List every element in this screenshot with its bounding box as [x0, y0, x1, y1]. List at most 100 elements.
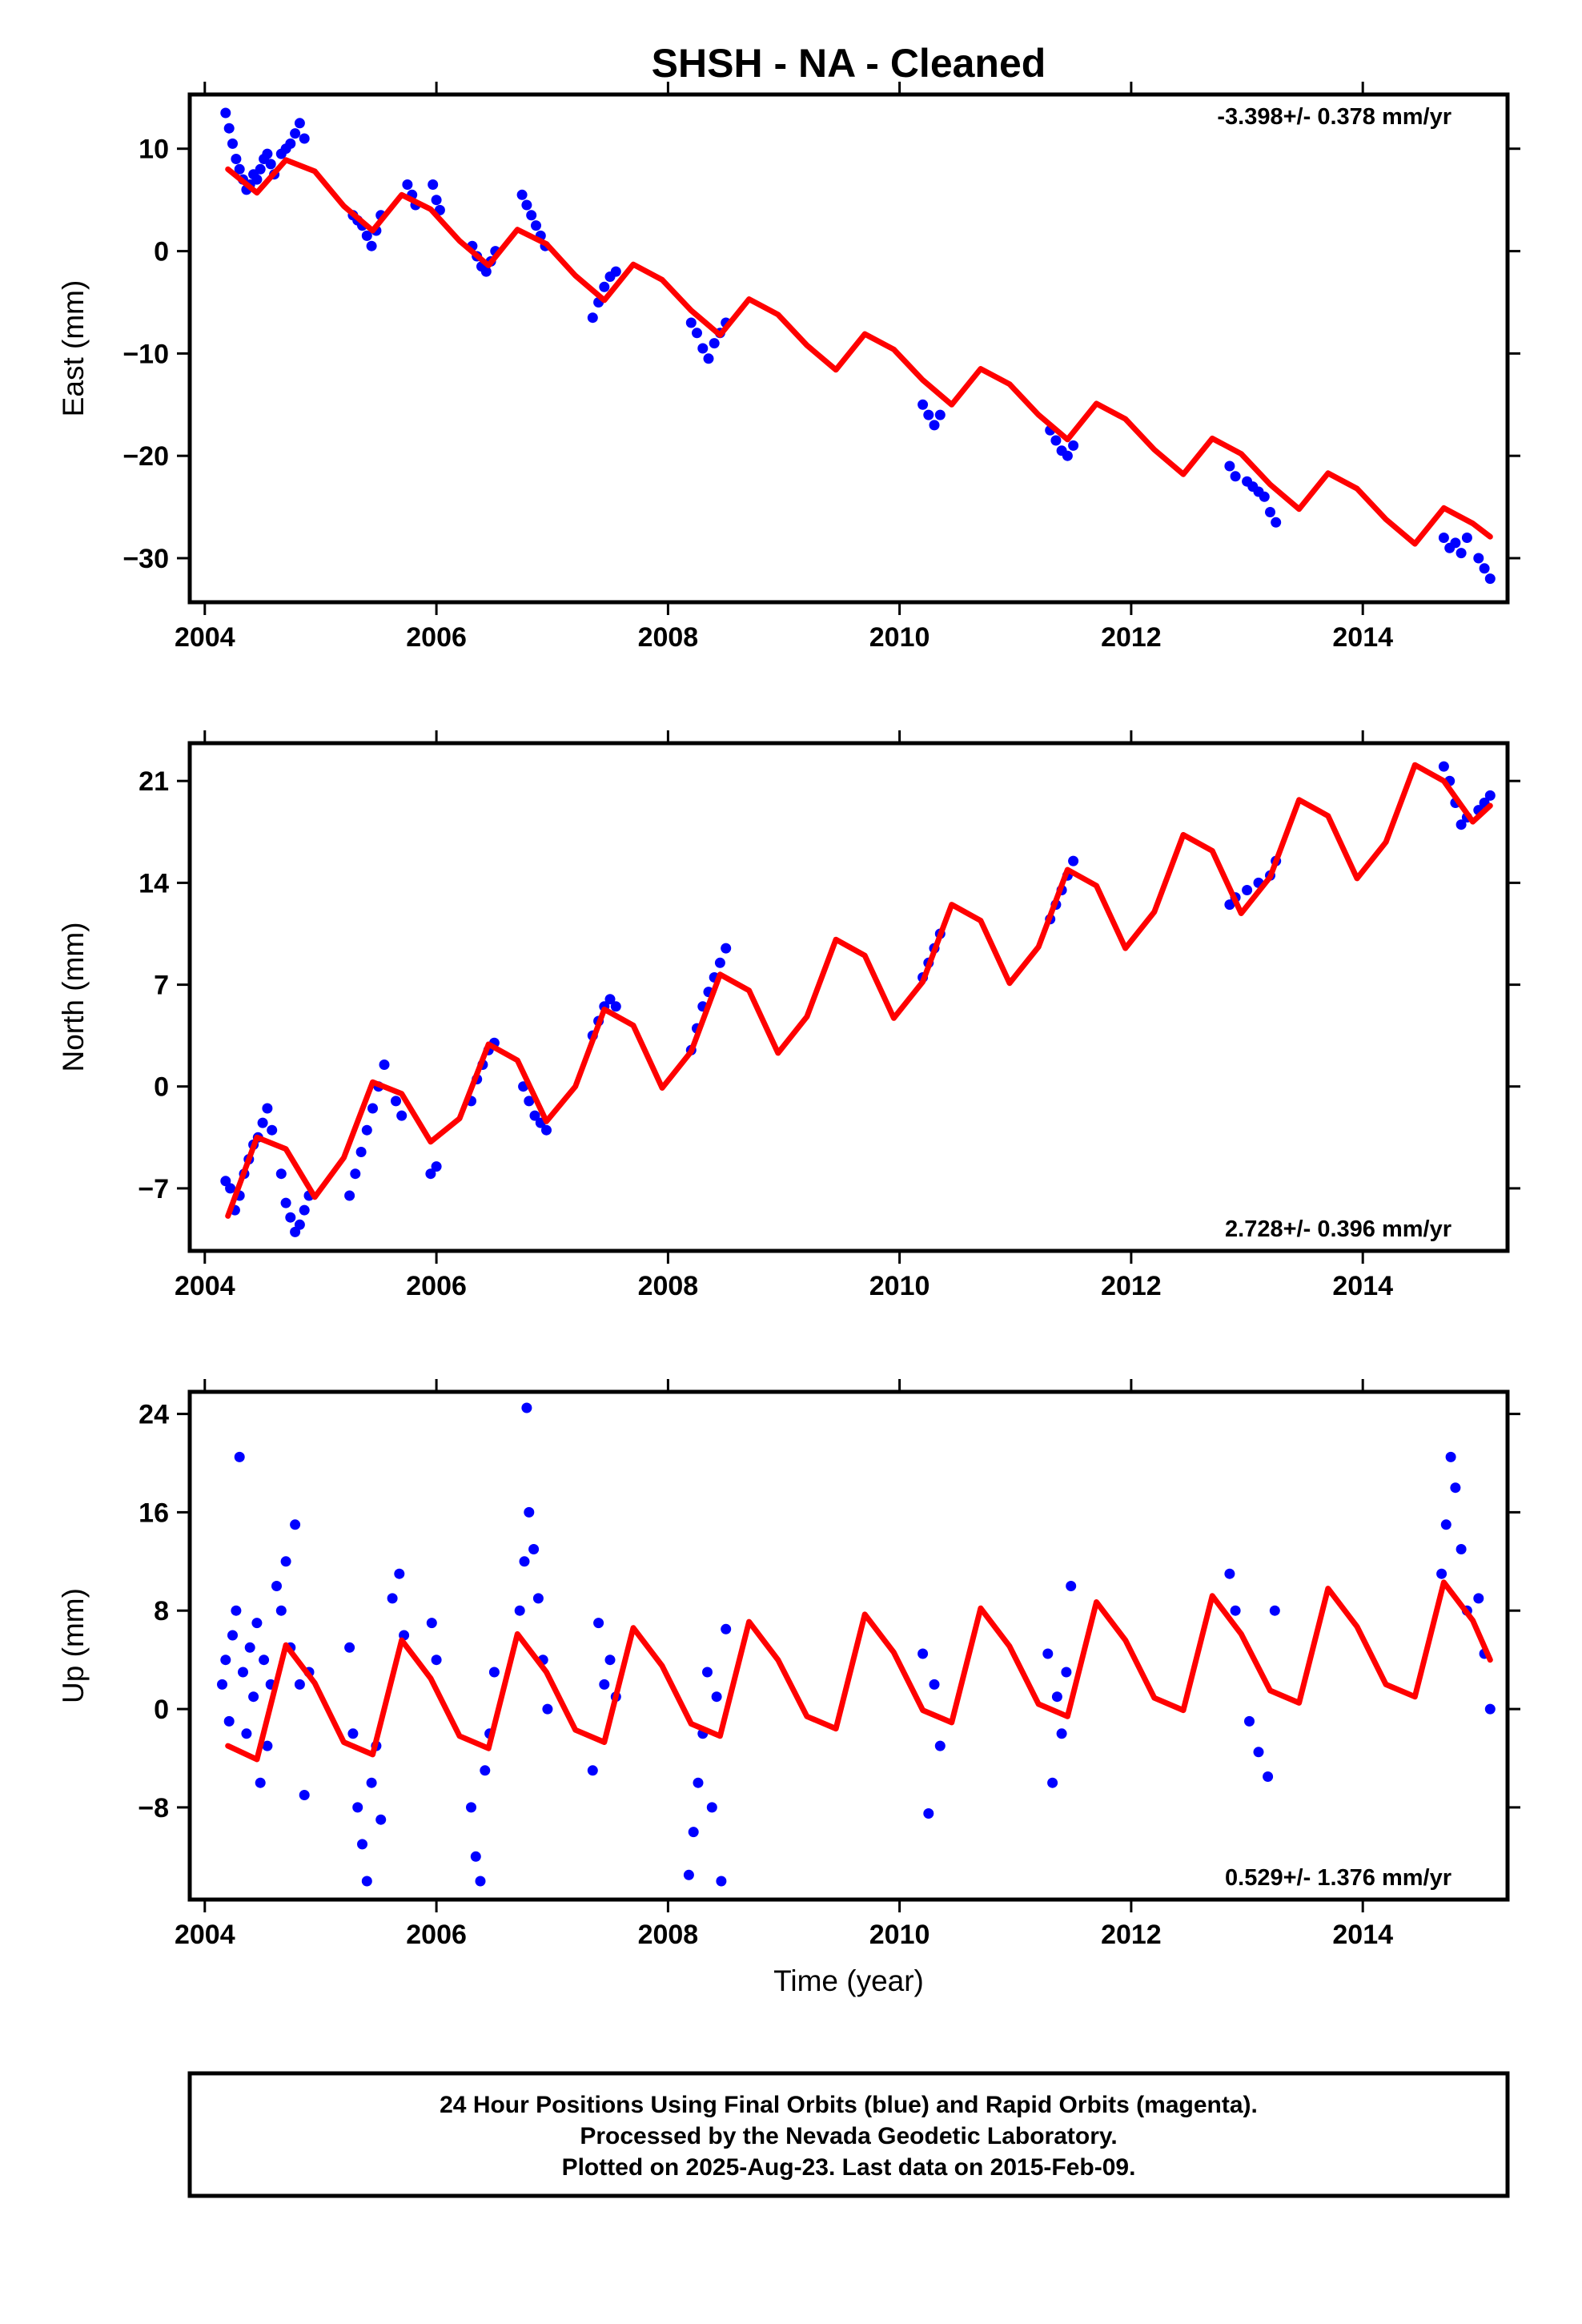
east-data-point [428, 179, 439, 190]
up-data-point [706, 1802, 717, 1813]
up-data-point [1042, 1648, 1054, 1659]
north-data-point [275, 1168, 287, 1180]
east-data-point [516, 189, 528, 200]
east-data-point [251, 174, 263, 185]
north-data-point [721, 943, 732, 954]
east-data-point [703, 353, 714, 364]
north-y-tick-label: −7 [138, 1174, 169, 1204]
up-data-point [514, 1605, 525, 1616]
north-plot-frame [187, 741, 1510, 1253]
east-data-point [220, 107, 231, 119]
up-data-point [234, 1451, 245, 1462]
up-data-point [466, 1802, 476, 1813]
north-y-tick-label: 14 [139, 868, 169, 899]
north-data-point [361, 1124, 372, 1136]
up-data-point [1263, 1771, 1274, 1782]
east-data-point [587, 312, 598, 324]
figure-title: SHSH - NA - Cleaned [652, 41, 1046, 86]
up-plot-frame [187, 1389, 1510, 1902]
up-data-point [721, 1623, 732, 1634]
east-x-tick-label: 2008 [638, 622, 699, 653]
north-y-axis-label: North (mm) [57, 922, 90, 1072]
up-data-point [470, 1851, 481, 1862]
up-data-point [929, 1679, 940, 1690]
north-data-point [610, 1001, 621, 1012]
up-data-point [934, 1740, 946, 1751]
north-x-tick-label: 2012 [1101, 1271, 1162, 1301]
east-x-tick-label: 2014 [1332, 622, 1393, 653]
up-data-point [1445, 1451, 1456, 1462]
east-y-tick-label: −20 [122, 441, 169, 472]
up-data-point [241, 1728, 252, 1739]
north-data-point [379, 1059, 390, 1070]
up-data-point [1066, 1581, 1077, 1591]
up-data-point [294, 1679, 305, 1690]
east-data-point [262, 148, 273, 159]
up-data-point [480, 1765, 491, 1776]
east-y-tick-label: 10 [139, 135, 169, 165]
up-data-point [1056, 1728, 1067, 1739]
up-data-point [280, 1556, 291, 1567]
up-data-point [488, 1667, 500, 1678]
east-data-point [929, 420, 940, 431]
up-data-point [251, 1618, 263, 1629]
east-data-point [1224, 460, 1235, 472]
east-data-layer [220, 107, 1496, 585]
east-data-point [531, 220, 541, 231]
east-data-point [709, 338, 720, 349]
north-data-point [524, 1096, 535, 1107]
up-y-axis-label: Up (mm) [57, 1588, 90, 1703]
east-data-point [697, 343, 709, 354]
up-data-point [521, 1402, 532, 1413]
north-data-layer [220, 761, 1496, 1237]
north-x-tick-label: 2004 [175, 1271, 235, 1301]
north-data-point [391, 1096, 401, 1107]
east-y-tick-label: 0 [154, 237, 169, 267]
up-data-point [426, 1618, 437, 1629]
up-data-point [347, 1728, 359, 1739]
up-data-point [255, 1777, 266, 1788]
up-data-point [1269, 1605, 1280, 1616]
up-data-point [227, 1630, 238, 1641]
east-x-tick-label: 2004 [175, 622, 235, 653]
up-data-point [394, 1568, 405, 1579]
east-rate-label: -3.398+/- 0.378 mm/yr [1217, 104, 1452, 130]
east-data-point [1259, 491, 1270, 502]
up-data-point [238, 1667, 248, 1678]
east-data-point [1068, 440, 1079, 451]
north-data-point [267, 1124, 278, 1136]
up-data-point [1484, 1703, 1496, 1715]
east-data-point [1230, 471, 1241, 482]
north-data-point [262, 1103, 273, 1114]
up-data-point [357, 1839, 367, 1850]
footer-line-1: 24 Hour Positions Using Final Orbits (bl… [440, 2092, 1258, 2118]
up-data-point [702, 1667, 713, 1678]
up-y-tick-label: 16 [139, 1498, 169, 1528]
up-y-tick-label: 0 [154, 1695, 169, 1725]
north-data-point [1224, 899, 1235, 911]
up-data-point [248, 1691, 259, 1703]
up-data-point [599, 1679, 610, 1690]
east-data-point [1438, 533, 1449, 543]
up-data-point [361, 1876, 372, 1887]
up-data-point [231, 1605, 242, 1616]
north-data-point [285, 1212, 296, 1223]
up-data-layer [217, 1402, 1496, 1887]
footer-line-2: Processed by the Nevada Geodetic Laborat… [580, 2123, 1117, 2149]
up-x-tick-label: 2014 [1332, 1920, 1393, 1950]
up-data-point [1244, 1715, 1255, 1727]
up-data-point [542, 1703, 553, 1715]
north-data-point [1456, 819, 1467, 830]
north-data-point [350, 1168, 361, 1180]
east-data-point [480, 266, 492, 277]
footer-line-3: Plotted on 2025-Aug-23. Last data on 201… [562, 2154, 1136, 2181]
east-data-point [299, 133, 310, 144]
north-x-tick-label: 2006 [406, 1271, 467, 1301]
east-y-tick-label: −10 [122, 339, 169, 369]
up-data-point [344, 1642, 355, 1653]
north-data-point [294, 1219, 305, 1230]
north-data-point [1068, 855, 1079, 866]
north-data-point [280, 1197, 291, 1208]
up-data-point [299, 1790, 310, 1800]
east-model-curve [225, 157, 1493, 547]
